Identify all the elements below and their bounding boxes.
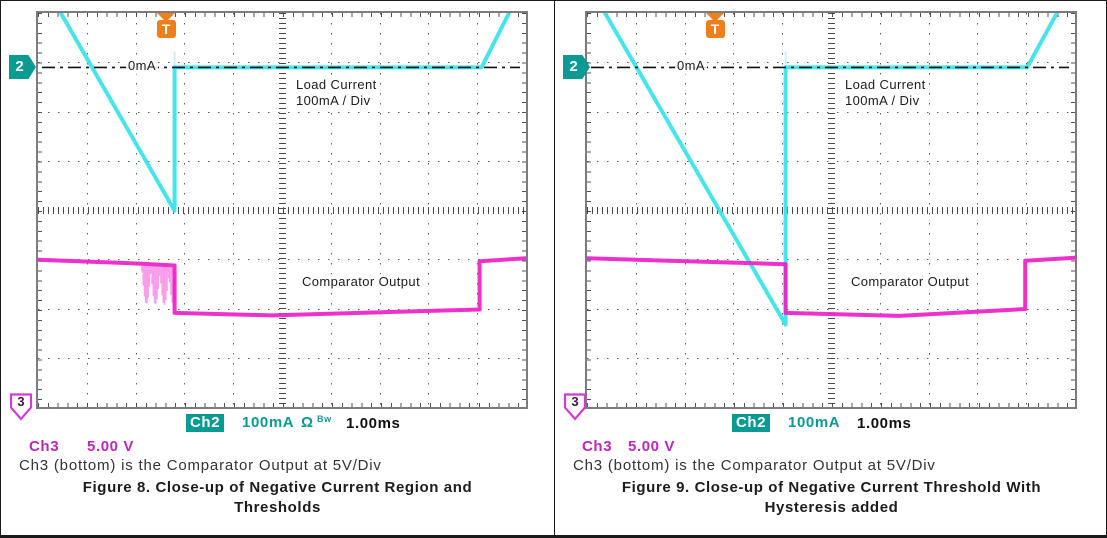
trigger-position-marker: T <box>155 13 177 38</box>
figure-caption-line2: Hysteresis added <box>764 499 899 516</box>
zero-ma-label: 0mA <box>675 58 707 74</box>
bandwidth-limit-icon: Bw <box>317 414 332 424</box>
figure-caption-line1: Figure 9. Close-up of Negative Current T… <box>621 479 1042 496</box>
load-current-label-line2: 100mA / Div <box>845 93 920 108</box>
trigger-arrow-icon <box>706 13 724 22</box>
figure-caption: Figure 8. Close-up of Negative Current R… <box>1 478 554 518</box>
timebase-readout: 1.00ms <box>346 415 401 432</box>
figure-caption: Figure 9. Close-up of Negative Current T… <box>555 478 1106 518</box>
ch3-label-readout: Ch3 <box>582 438 613 455</box>
trigger-flag-icon: T <box>705 20 725 38</box>
svg-text:3: 3 <box>571 394 578 409</box>
load-current-label-line1: Load Current <box>845 77 926 92</box>
ch2-scale-readout: 100mA <box>788 414 841 431</box>
graticule-trace-area <box>587 13 1075 407</box>
svg-text:3: 3 <box>17 394 24 409</box>
comparator-output-label: Comparator Output <box>849 274 972 290</box>
channel-2-marker-icon: 2 <box>9 55 36 79</box>
oscilloscope-screen: 0mA Load Current 100mA / Div Comparator … <box>585 11 1077 409</box>
figure-note: Ch3 (bottom) is the Comparator Output at… <box>573 457 936 474</box>
channel-3-marker-icon: 3 <box>9 393 33 421</box>
trigger-arrow-icon <box>157 13 175 22</box>
channel-3-marker-icon: 3 <box>563 393 587 421</box>
load-current-label-line2: 100mA / Div <box>296 93 371 108</box>
ch3-scale-readout: 5.00 V <box>87 438 134 455</box>
ch2-coupling-ohm-icon: Ω <box>301 414 314 431</box>
ch2-badge: Ch2 <box>732 414 771 432</box>
ch3-label-readout: Ch3 <box>29 438 60 455</box>
figure-caption-line2: Thresholds <box>234 499 321 516</box>
panel-divider <box>554 1 555 535</box>
load-current-label-line1: Load Current <box>296 77 377 92</box>
load-current-label: Load Current 100mA / Div <box>843 77 928 109</box>
zero-ma-label: 0mA <box>126 58 158 74</box>
ch2-scale-readout: 100mA <box>242 414 295 431</box>
ch3-scale-readout: 5.00 V <box>628 438 675 455</box>
trigger-position-marker: T <box>704 13 726 38</box>
oscilloscope-screen: 0mA Load Current 100mA / Div Comparator … <box>36 11 528 409</box>
ch2-badge: Ch2 <box>186 414 225 432</box>
figure-caption-line1: Figure 8. Close-up of Negative Current R… <box>82 479 473 496</box>
timebase-readout: 1.00ms <box>857 415 912 432</box>
load-current-label: Load Current 100mA / Div <box>294 77 379 109</box>
panel-figure-9: 0mA Load Current 100mA / Div Comparator … <box>555 1 1106 535</box>
panel-figure-8: 0mA Load Current 100mA / Div Comparator … <box>1 1 554 535</box>
trigger-flag-icon: T <box>156 20 176 38</box>
figure-note: Ch3 (bottom) is the Comparator Output at… <box>19 457 382 474</box>
graticule-trace-area <box>38 13 526 407</box>
comparator-output-label: Comparator Output <box>300 274 423 290</box>
